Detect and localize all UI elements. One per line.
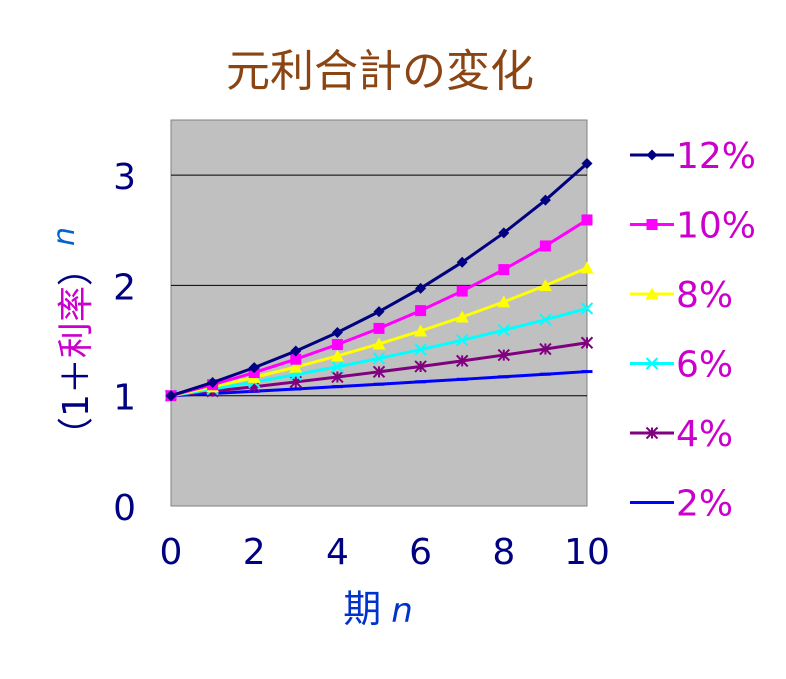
- data-point: [455, 354, 469, 368]
- data-point: [331, 339, 343, 351]
- data-point: [498, 227, 510, 239]
- chart-title: 元利合計の変化: [226, 46, 534, 97]
- y-axis-label-close: ）: [56, 250, 97, 286]
- data-point: [330, 349, 344, 362]
- data-point: [165, 390, 177, 402]
- legend-item: 12%: [630, 136, 756, 177]
- legend-label: 4%: [676, 414, 733, 455]
- data-point: [289, 360, 303, 373]
- legend: 12% 10% 8% 6% 4% 2%: [630, 136, 756, 525]
- data-point: [290, 353, 302, 365]
- data-point: [455, 333, 469, 347]
- data-point: [373, 322, 385, 334]
- data-point: [331, 326, 343, 338]
- data-point: [456, 256, 468, 268]
- data-point: [497, 295, 511, 308]
- data-point: [372, 365, 386, 379]
- data-point: [581, 157, 593, 169]
- data-point: [372, 352, 386, 365]
- data-point: [539, 240, 551, 252]
- data-point: [290, 345, 302, 357]
- legend-item: 2%: [630, 484, 733, 525]
- data-point: [248, 362, 260, 374]
- data-point: [414, 360, 427, 373]
- data-point: [456, 285, 468, 297]
- y-tick-label: 0: [113, 488, 136, 529]
- x-tick-label: 10: [564, 532, 610, 573]
- y-axis-label-open: （1＋: [56, 358, 97, 453]
- y-tick-label: 1: [113, 378, 136, 419]
- data-point: [372, 337, 386, 350]
- data-point: [414, 324, 428, 337]
- legend-label: 8%: [676, 275, 733, 316]
- y-axis-label: （1＋利率） n: [47, 227, 97, 453]
- x-tick-label: 6: [409, 532, 432, 573]
- y-axis-label-exp: n: [47, 227, 82, 246]
- legend-marker: [645, 357, 659, 370]
- data-point: [497, 348, 511, 362]
- x-tick-label: 2: [243, 532, 266, 573]
- data-point: [497, 324, 511, 337]
- x-axis-label-main: 期: [343, 587, 381, 631]
- legend-marker: [645, 426, 659, 440]
- data-point: [415, 305, 427, 317]
- data-point: [538, 279, 552, 292]
- x-tick-label: 8: [492, 532, 515, 573]
- legend-item: 8%: [630, 275, 733, 316]
- y-tick-label: 2: [113, 267, 136, 308]
- data-point: [331, 360, 344, 373]
- legend-marker: [646, 149, 658, 161]
- data-point: [580, 261, 594, 274]
- legend-label: 6%: [676, 345, 733, 386]
- x-tick-label: 4: [326, 532, 349, 573]
- legend-label: 10%: [676, 206, 756, 247]
- data-point: [581, 214, 593, 226]
- data-point: [415, 282, 427, 294]
- grid-lines: [171, 174, 587, 397]
- legend-item: 6%: [630, 345, 733, 386]
- data-point: [331, 370, 344, 384]
- data-point: [539, 342, 552, 356]
- data-point: [414, 343, 427, 356]
- legend-marker: [646, 219, 658, 230]
- series-lines: [164, 157, 594, 402]
- data-point: [580, 336, 594, 349]
- data-point: [539, 194, 551, 206]
- series-12%: [165, 157, 593, 402]
- data-point: [539, 313, 552, 326]
- data-point: [498, 264, 510, 276]
- data-point: [207, 376, 219, 388]
- data-point: [580, 302, 594, 315]
- x-axis-label-var: n: [391, 591, 413, 631]
- legend-label: 12%: [676, 136, 756, 177]
- legend-marker: [645, 287, 659, 300]
- y-tick-labels: 0 1 2 3: [113, 157, 136, 529]
- data-point: [373, 306, 385, 318]
- legend-item: 10%: [630, 206, 756, 247]
- y-axis-label-mid: 利率: [56, 286, 97, 358]
- x-tick-label: 0: [160, 532, 183, 573]
- y-tick-label: 3: [113, 157, 136, 198]
- x-tick-labels: 0 2 4 6 8 10: [160, 532, 610, 573]
- legend-item: 4%: [630, 414, 733, 455]
- legend-label: 2%: [676, 484, 733, 525]
- data-point: [455, 310, 469, 323]
